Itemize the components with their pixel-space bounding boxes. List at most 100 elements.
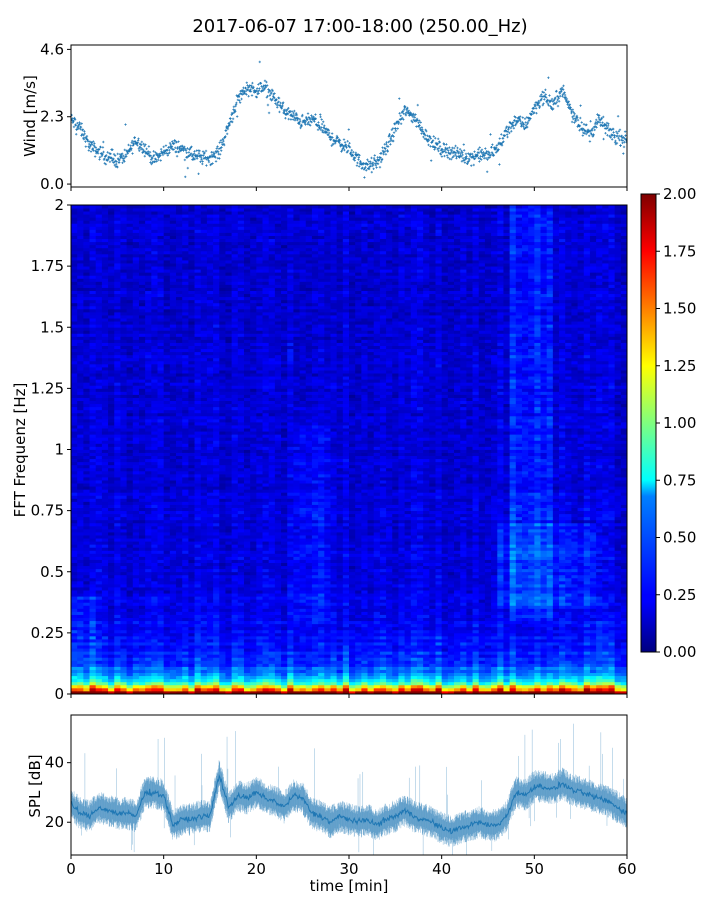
spectrogram-cell	[176, 685, 183, 688]
spectrogram-cell	[275, 682, 282, 685]
spectrogram-cell	[127, 663, 134, 666]
spectrogram-cell	[571, 673, 578, 676]
spectrogram-cell	[429, 639, 436, 642]
spectrogram-cell	[522, 633, 529, 636]
spectrogram-cell	[510, 627, 517, 630]
spectrogram-cell	[559, 663, 566, 666]
spectrogram-cell	[201, 639, 208, 642]
spectrogram-cell	[553, 642, 560, 645]
spectrogram-cell	[306, 670, 313, 673]
spectrogram-cell	[584, 645, 591, 648]
spectrogram-cell	[71, 660, 78, 663]
spectrogram-cell	[306, 651, 313, 654]
spectrogram-cell	[170, 639, 177, 642]
spectrogram-cell	[590, 663, 597, 666]
spectrogram-cell	[473, 627, 480, 630]
spectrogram-cell	[201, 660, 208, 663]
spectrogram-cell	[201, 645, 208, 648]
spectrogram-cell	[77, 651, 84, 654]
spectrogram-cell	[411, 676, 418, 679]
spectrogram-cell	[386, 642, 393, 645]
spectrogram-cell	[534, 654, 541, 657]
spectrogram-cell	[176, 630, 183, 633]
spectrogram-cell	[590, 642, 597, 645]
spectrogram-cell	[386, 657, 393, 660]
spectrogram-cell	[411, 630, 418, 633]
spectrogram-cell	[300, 639, 307, 642]
spectrogram-cell	[510, 633, 517, 636]
spectrogram-cell	[497, 688, 504, 691]
spectrogram-cell	[510, 639, 517, 642]
spectrogram-cell	[429, 660, 436, 663]
spectrogram-cell	[238, 648, 245, 651]
spectrogram-cell	[225, 673, 232, 676]
spectrogram-cell	[411, 679, 418, 682]
spectrogram-cell	[435, 688, 442, 691]
spectrogram-cell	[466, 639, 473, 642]
spectrogram-cell	[96, 627, 103, 630]
spectrogram-cell	[479, 685, 486, 688]
spectrogram-cell	[90, 676, 97, 679]
spectrogram-cell	[256, 633, 263, 636]
spectrogram-cell	[232, 660, 239, 663]
spectrogram-cell	[250, 636, 257, 639]
spectrogram-cell	[571, 654, 578, 657]
spectrogram-cell	[293, 636, 300, 639]
spectrogram-cell	[454, 670, 461, 673]
spectrogram-cell	[300, 676, 307, 679]
spectrogram-cell	[145, 648, 152, 651]
spectrogram-cell	[534, 648, 541, 651]
spectrogram-cell	[232, 688, 239, 691]
spectrogram-cell	[151, 688, 158, 691]
spectrogram-cell	[71, 645, 78, 648]
spectrogram-cell	[238, 633, 245, 636]
spectrogram-cell	[534, 679, 541, 682]
spectrogram-cell	[411, 670, 418, 673]
spectrogram-cell	[516, 630, 523, 633]
spectrogram-cell	[485, 633, 492, 636]
spectrogram-cell	[374, 645, 381, 648]
spectrogram-cell	[330, 666, 337, 669]
spectrogram-cell	[491, 676, 498, 679]
spectrogram-cell	[269, 636, 276, 639]
spectrogram-cell	[429, 688, 436, 691]
spectrogram-cell	[157, 666, 164, 669]
spectrogram-cell	[368, 682, 375, 685]
spectrogram-cell	[170, 651, 177, 654]
spectrogram-cell	[281, 627, 288, 630]
spectrogram-cell	[497, 636, 504, 639]
spectrogram-cell	[571, 639, 578, 642]
spectrogram-cell	[392, 627, 399, 630]
spectrogram-cell	[565, 663, 572, 666]
spectrogram-cell	[318, 682, 325, 685]
spectrogram-cell	[534, 651, 541, 654]
spectrogram-cell	[522, 645, 529, 648]
spectrogram-cell	[133, 679, 140, 682]
spectrogram-cell	[176, 645, 183, 648]
spectrogram-cell	[287, 648, 294, 651]
spectrogram-cell	[571, 676, 578, 679]
spectrogram-cell	[596, 660, 603, 663]
spectrogram-cell	[201, 688, 208, 691]
spectrogram-cell	[127, 666, 134, 669]
spectrogram-cell	[355, 654, 362, 657]
spectrogram-cell	[108, 666, 115, 669]
spectrogram-cell	[491, 633, 498, 636]
spectrogram-cell	[244, 651, 251, 654]
spectrogram-cell	[380, 636, 387, 639]
spectrogram-cell	[435, 666, 442, 669]
spectrogram-cell	[435, 639, 442, 642]
spectrogram-cell	[213, 633, 220, 636]
spectrogram-cell	[83, 660, 90, 663]
spectrogram-cell	[423, 654, 430, 657]
spectrogram-cell	[343, 660, 350, 663]
spectrogram-cell	[442, 679, 449, 682]
spectrogram-cell	[256, 657, 263, 660]
spectrogram-cell	[479, 679, 486, 682]
spectrogram-cell	[615, 682, 622, 685]
spectrogram-cell	[417, 663, 424, 666]
spectrogram-cell	[534, 673, 541, 676]
spectrogram-cell	[232, 645, 239, 648]
spectrogram-cell	[571, 666, 578, 669]
spectrogram-cell	[528, 627, 535, 630]
